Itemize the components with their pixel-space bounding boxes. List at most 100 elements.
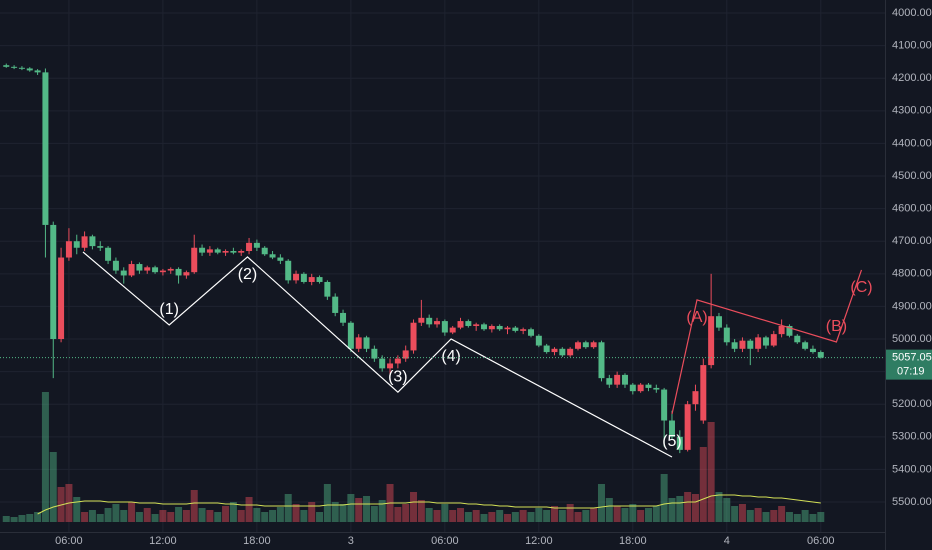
candle-body xyxy=(167,268,174,271)
volume-bar xyxy=(785,512,793,522)
candle-body xyxy=(371,348,378,359)
countdown-label: 07:19 xyxy=(897,366,925,378)
volume-bar xyxy=(10,517,18,522)
volume-bar xyxy=(112,504,120,522)
last-price-box xyxy=(886,349,932,380)
volume-bar xyxy=(308,502,316,522)
candle-body xyxy=(731,342,738,349)
candle-body xyxy=(567,348,574,356)
volume-bar xyxy=(699,447,707,522)
candle-body xyxy=(144,267,151,271)
candle-body xyxy=(402,350,409,359)
volume-bar xyxy=(2,516,10,522)
volume-bar xyxy=(323,484,331,522)
volume-bar xyxy=(394,507,402,522)
candle-body xyxy=(653,387,660,390)
volume-bar xyxy=(668,498,676,522)
candle-body xyxy=(512,327,519,331)
y-tick-label: 4000.00 xyxy=(892,7,932,19)
volume-bar xyxy=(347,494,355,522)
y-tick-label: 5400.00 xyxy=(892,463,932,475)
volume-bar xyxy=(417,500,425,522)
candle-body xyxy=(481,324,488,330)
y-tick-label: 4200.00 xyxy=(892,72,932,84)
volume-bar xyxy=(480,514,488,522)
candle-body xyxy=(590,342,597,348)
candle-body xyxy=(708,316,715,366)
candle-body xyxy=(199,247,206,253)
volume-bar xyxy=(276,507,284,522)
candle-body xyxy=(175,268,182,276)
candle-body xyxy=(684,404,691,450)
candle-body xyxy=(692,391,699,405)
volume-bar xyxy=(691,494,699,522)
candle-body xyxy=(802,342,809,349)
candle-body xyxy=(206,249,213,253)
volume-bar xyxy=(229,502,237,522)
volume-bar xyxy=(26,514,34,522)
candle-body xyxy=(465,321,472,326)
candle-body xyxy=(762,337,769,346)
volume-bar xyxy=(676,496,684,522)
candle-body xyxy=(629,384,636,392)
volume-bar xyxy=(41,392,49,522)
candle-body xyxy=(551,348,558,353)
volume-bar xyxy=(472,510,480,522)
candle-body xyxy=(340,312,347,323)
volume-bar xyxy=(723,498,731,522)
volume-bar xyxy=(128,502,136,522)
y-tick-label: 4300.00 xyxy=(892,105,932,117)
candle-body xyxy=(105,247,112,261)
candle-body xyxy=(614,374,621,385)
x-tick-label: 06:00 xyxy=(807,535,835,547)
wave-label: (B) xyxy=(826,318,847,335)
candle-body xyxy=(394,358,401,364)
volume-bar xyxy=(746,510,754,522)
volume-bar xyxy=(269,510,277,522)
candle-body xyxy=(277,257,284,261)
candle-body xyxy=(112,260,119,271)
volume-bar xyxy=(644,508,652,522)
candle-body xyxy=(65,241,72,258)
volume-bar xyxy=(558,510,566,522)
volume-bar xyxy=(292,504,300,522)
candle-body xyxy=(387,363,394,369)
candle-body xyxy=(598,342,605,379)
candle-body xyxy=(261,247,268,255)
candle-body xyxy=(559,348,566,356)
candle-body xyxy=(347,322,354,349)
volume-bar xyxy=(253,508,261,522)
candle-body xyxy=(661,389,668,421)
candle-body xyxy=(755,337,762,349)
candle-body xyxy=(794,335,801,343)
wave-label: (4) xyxy=(441,348,461,365)
volume-bar xyxy=(190,490,198,522)
candle-body xyxy=(379,358,386,369)
y-tick-label: 4900.00 xyxy=(892,300,932,312)
candle-body xyxy=(817,352,824,358)
volume-bar xyxy=(135,512,143,522)
volume-bar xyxy=(488,512,496,522)
volume-bar xyxy=(543,510,551,522)
x-tick-label: 4 xyxy=(724,535,730,547)
volume-bar xyxy=(754,508,762,522)
volume-bar xyxy=(175,507,183,522)
candle-body xyxy=(410,322,417,351)
volume-bar xyxy=(715,492,723,522)
candle-body xyxy=(269,254,276,258)
volume-bar xyxy=(652,506,660,522)
volume-bar xyxy=(449,510,457,522)
candle-body xyxy=(645,384,652,388)
volume-bar xyxy=(151,514,159,522)
volume-bar xyxy=(331,502,339,522)
candle-body xyxy=(809,348,816,353)
volume-bar xyxy=(159,510,167,522)
candle-body xyxy=(26,68,33,71)
candle-body xyxy=(300,273,307,282)
volume-bar xyxy=(613,506,621,522)
volume-bar xyxy=(621,508,629,522)
candle-body xyxy=(637,384,644,392)
candle-body xyxy=(739,340,746,349)
volume-bar xyxy=(496,510,504,522)
